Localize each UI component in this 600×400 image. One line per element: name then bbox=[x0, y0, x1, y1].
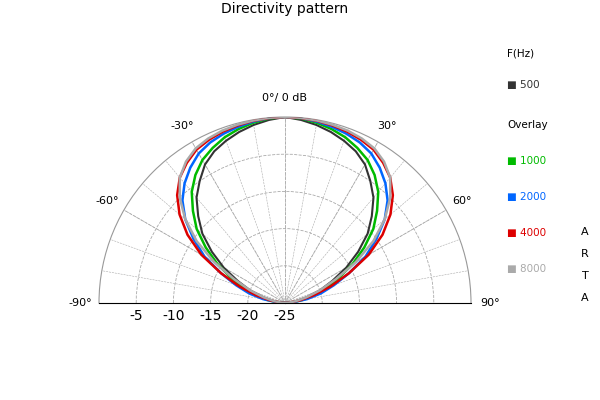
Text: F(Hz): F(Hz) bbox=[507, 48, 534, 58]
Text: ■ 8000: ■ 8000 bbox=[507, 264, 546, 274]
Text: A: A bbox=[581, 293, 589, 303]
Title: Directivity pattern: Directivity pattern bbox=[221, 2, 349, 16]
Text: Overlay: Overlay bbox=[507, 120, 548, 130]
Text: T: T bbox=[581, 271, 589, 281]
Text: ■ 500: ■ 500 bbox=[507, 80, 539, 90]
Text: A: A bbox=[581, 227, 589, 237]
Text: ■ 2000: ■ 2000 bbox=[507, 192, 546, 202]
Text: ■ 4000: ■ 4000 bbox=[507, 228, 546, 238]
Text: ■ 1000: ■ 1000 bbox=[507, 156, 546, 166]
Text: R: R bbox=[581, 249, 589, 259]
